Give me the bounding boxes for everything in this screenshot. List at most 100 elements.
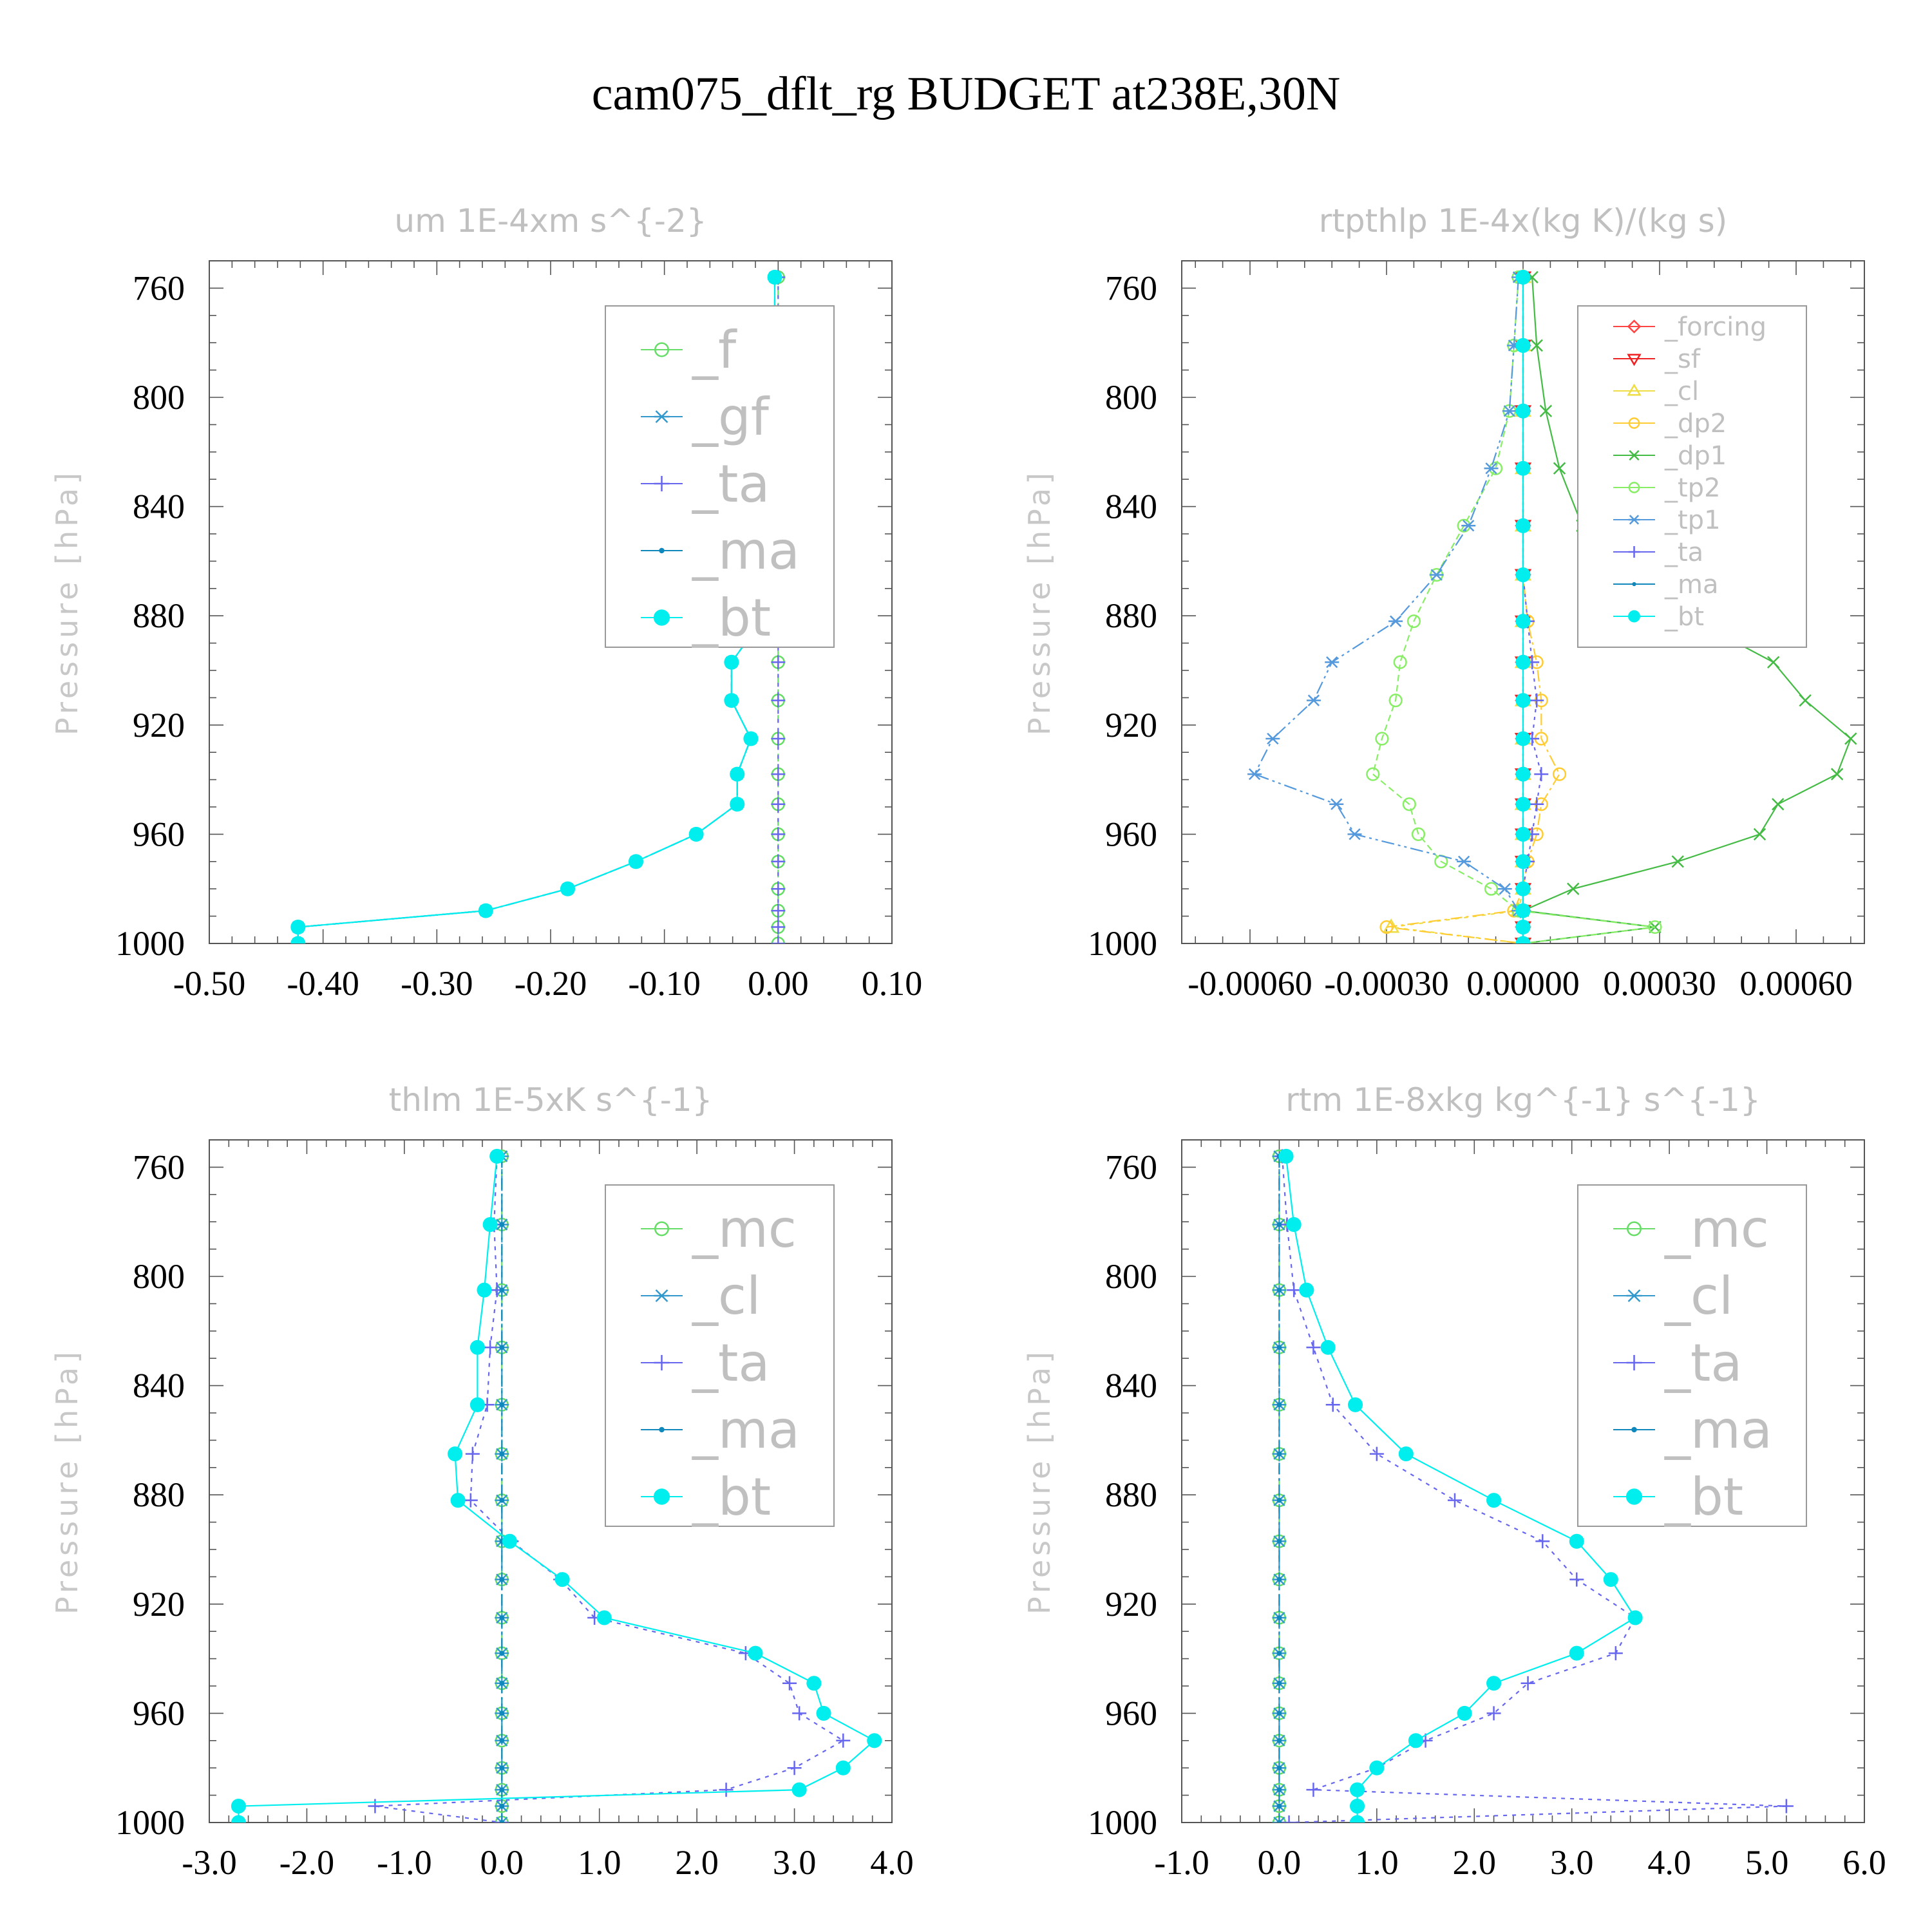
data-point-bt <box>748 1645 763 1661</box>
data-point-bt <box>724 693 739 708</box>
x-tick-label: 2.0 <box>675 1843 719 1882</box>
data-point-ta <box>771 920 786 934</box>
data-point-dp1 <box>1671 855 1684 868</box>
data-point-ma <box>499 1222 505 1227</box>
data-point-bt <box>477 1282 492 1298</box>
legend-marker-gf <box>654 1289 670 1302</box>
data-point-dp1 <box>1830 768 1844 781</box>
data-point-ta <box>368 1799 383 1814</box>
y-tick-label: 1000 <box>1088 1803 1157 1842</box>
data-point-ta <box>1369 1446 1384 1461</box>
data-point-bt <box>730 766 745 782</box>
data-point-dp2 <box>1552 767 1567 781</box>
y-tick-label: 760 <box>1105 1148 1157 1186</box>
legend: _mc _cl _ta _ma _bt <box>1577 1184 1807 1527</box>
data-point-bt <box>554 1572 570 1587</box>
legend-box <box>1577 305 1807 648</box>
data-point-ta <box>771 854 786 869</box>
series-line-tp1 <box>1253 277 1524 943</box>
y-tick-label: 920 <box>133 1585 185 1624</box>
y-tick-label: 840 <box>133 1367 185 1405</box>
data-point-gf <box>495 1816 509 1823</box>
x-tick-label: -1.0 <box>377 1843 431 1882</box>
data-point-ma <box>499 1345 505 1350</box>
y-tick-label: 760 <box>133 1148 185 1186</box>
legend-marker-tp1 <box>1628 515 1640 525</box>
data-point-bt <box>1398 1446 1414 1462</box>
x-tick-label: 0.00060 <box>1739 964 1853 1003</box>
data-point-dp1 <box>1530 339 1543 352</box>
legend: _f _gf _ta _ma _bt <box>605 305 835 648</box>
legend-marker-cl <box>1627 383 1642 396</box>
legend-label: _sf <box>1664 345 1701 374</box>
data-point-ma <box>1276 1577 1282 1582</box>
data-point-bt <box>1299 1282 1314 1298</box>
data-point-dp1 <box>1553 462 1566 475</box>
data-point-dp1 <box>1772 798 1785 811</box>
data-point-dp1 <box>1844 732 1857 745</box>
x-tick-label: 0.00 <box>748 964 809 1003</box>
data-point-bt <box>1515 826 1531 842</box>
x-tick-label: -3.0 <box>182 1843 236 1882</box>
y-tick-label: 880 <box>1105 1475 1157 1514</box>
x-tick-label: -0.00060 <box>1188 964 1312 1003</box>
data-point-ma <box>1276 1680 1282 1686</box>
legend-marker-ta <box>1626 1355 1642 1370</box>
x-tick-label: 4.0 <box>1647 1843 1691 1882</box>
x-tick-label: 4.0 <box>870 1843 914 1882</box>
legend-label: _dp2 <box>1664 409 1727 439</box>
data-point-bt <box>1350 1782 1365 1797</box>
y-tick-label: 960 <box>1105 1694 1157 1732</box>
data-point-dp1 <box>1799 694 1812 707</box>
data-point-ma <box>499 1765 505 1771</box>
data-point-ta <box>1306 1783 1321 1797</box>
x-tick-label: 3.0 <box>1550 1843 1594 1882</box>
data-point-gf <box>1272 1816 1287 1823</box>
data-point-bt <box>1569 1645 1584 1661</box>
plot-area <box>231 1148 882 1823</box>
chart-panel-2: rtpthlp 1E-4x(kg K)/(kg s) Pressure [hPa]… <box>1022 202 1865 1003</box>
series-line-ta <box>375 1156 845 1823</box>
data-point-bt <box>1486 1676 1502 1691</box>
data-point-tp2 <box>1388 694 1403 708</box>
data-point-bt <box>469 1340 485 1355</box>
data-point-bt <box>560 881 576 896</box>
data-point-ta <box>771 655 786 670</box>
y-tick-label: 800 <box>133 378 185 417</box>
data-point-ma <box>1276 1539 1282 1544</box>
data-point-tp2 <box>1406 614 1421 629</box>
data-point-ta <box>1486 1706 1501 1721</box>
legend-label: _bt <box>692 588 771 648</box>
series-line-ta <box>1522 277 1542 943</box>
legend-marker-ta <box>654 476 670 491</box>
legend-label: _mc <box>1664 1199 1769 1259</box>
data-point-ta <box>771 732 786 746</box>
chart-panel-1: um 1E-4xm s^{-2} Pressure [hPa] 760 800 840 8… <box>50 202 922 1003</box>
data-point-ta <box>719 1783 734 1797</box>
data-point-bt <box>1369 1760 1385 1776</box>
y-tick-label: 960 <box>133 1694 185 1732</box>
panel-title: um 1E-4xm s^{-2} <box>394 202 706 240</box>
data-point-bt <box>290 920 306 935</box>
data-point-ma <box>499 1787 505 1792</box>
data-point-ta <box>771 797 786 811</box>
data-point-ma <box>1276 1738 1282 1743</box>
legend-label: _gf <box>692 387 770 447</box>
legend-box <box>1577 1184 1807 1527</box>
legend: _forcing _sf _cl _dp2_dp1_tp2 _tp1 _ta _ma_bt <box>1577 305 1807 648</box>
legend-marker-gf <box>1626 1289 1642 1302</box>
plot-area <box>1247 268 1857 943</box>
data-point-bt <box>1515 797 1531 812</box>
series-line-cl <box>1390 277 1524 943</box>
data-point-ma <box>499 1287 505 1293</box>
data-point-ta <box>771 827 786 842</box>
data-point-tp2 <box>1484 882 1499 896</box>
x-tick-label: 0.0 <box>1258 1843 1302 1882</box>
data-point-bt <box>867 1733 882 1748</box>
data-point-ma <box>499 1710 505 1716</box>
data-point-ma <box>1276 1615 1282 1620</box>
data-point-bt <box>1347 1397 1363 1412</box>
data-point-ta <box>1569 1572 1584 1587</box>
x-tick-label: 1.0 <box>578 1843 621 1882</box>
